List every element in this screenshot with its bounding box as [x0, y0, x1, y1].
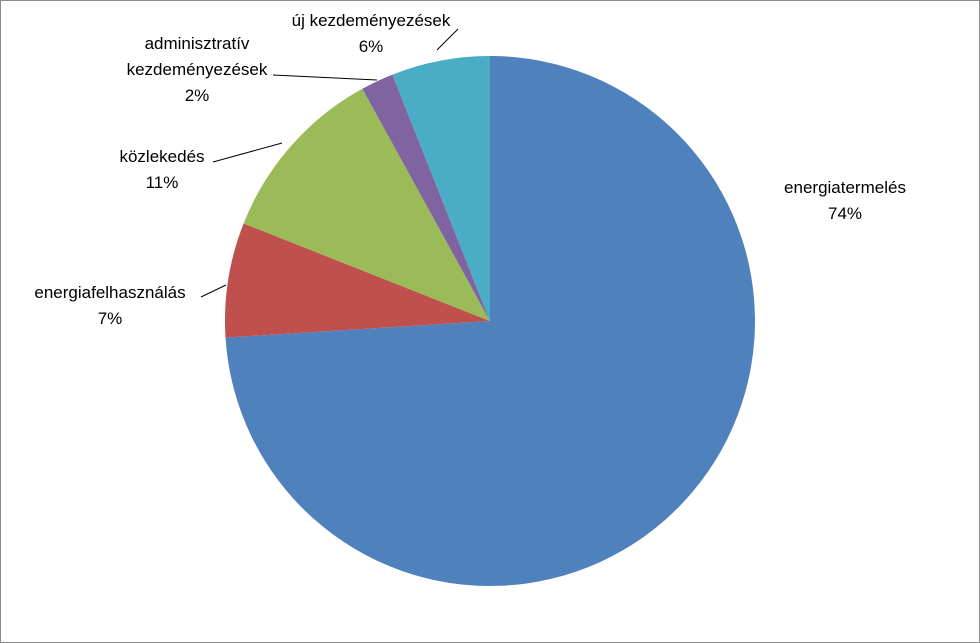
data-label-percent-2: 7%	[98, 309, 123, 328]
data-label-name-3: közlekedés	[119, 147, 204, 166]
data-label-name-4: adminisztratív	[145, 34, 250, 53]
data-label-percent-3: 11%	[146, 173, 179, 192]
data-label-percent-5: 6%	[359, 37, 384, 56]
leader-line-5	[436, 28, 459, 51]
data-label-percent-1: 74%	[828, 204, 862, 223]
pie-slice-3	[243, 88, 490, 321]
pie-slice-1	[225, 56, 755, 586]
pie-slice-4	[362, 74, 490, 322]
data-label-name-5: új kezdeményezések	[292, 11, 451, 30]
data-label-percent-4: 2%	[185, 86, 210, 105]
pie-slice-2	[225, 223, 490, 338]
leader-line-3	[212, 142, 283, 163]
leader-line-4	[272, 74, 378, 81]
pie-slice-5	[392, 56, 490, 321]
data-label-name-4: kezdeményezések	[127, 60, 268, 79]
data-label-name-1: energiatermelés	[784, 178, 906, 197]
leader-line-2	[200, 284, 227, 298]
data-label-name-2: energiafelhasználás	[34, 283, 185, 302]
